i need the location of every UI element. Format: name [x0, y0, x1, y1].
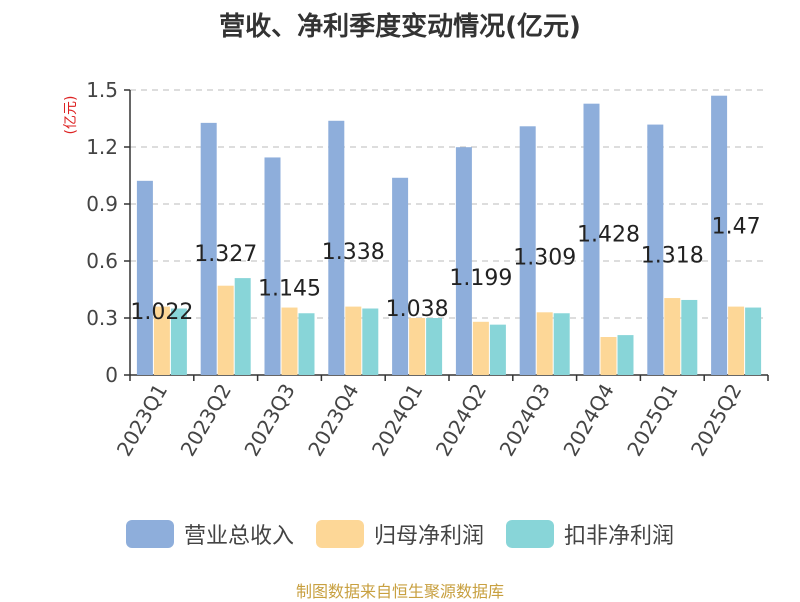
- bar-revenue: [136, 180, 153, 375]
- bar-revenue: [711, 95, 728, 375]
- bar-net-profit: [664, 298, 681, 375]
- data-label: 1.338: [322, 240, 385, 265]
- x-tick-label: 2024Q4: [558, 380, 618, 461]
- bar-deducted-net-profit: [553, 313, 570, 375]
- legend-label-revenue: 营业总收入: [183, 524, 294, 549]
- x-tick-label: 2024Q2: [431, 380, 491, 461]
- bar-revenue: [264, 157, 281, 375]
- bar-deducted-net-profit: [681, 299, 698, 375]
- bar-revenue: [328, 120, 345, 375]
- bar-net-profit: [600, 337, 617, 375]
- data-label: 1.199: [449, 266, 512, 291]
- x-tick-label: 2023Q1: [112, 380, 172, 461]
- data-label: 1.145: [258, 276, 321, 301]
- y-tick-label: 0.9: [86, 192, 118, 216]
- bar-deducted-net-profit: [298, 313, 315, 375]
- bar-net-profit: [153, 306, 170, 375]
- legend: 营业总收入 归母净利润 扣非净利润: [0, 518, 800, 550]
- legend-swatch-revenue: [125, 520, 174, 548]
- bar-deducted-net-profit: [234, 278, 251, 375]
- x-tick-label: 2024Q1: [367, 380, 427, 461]
- bar-revenue: [647, 124, 664, 375]
- data-label: 1.47: [712, 215, 761, 240]
- y-tick-label: 0.3: [86, 306, 118, 330]
- legend-item-deducted-net-profit[interactable]: 扣非净利润: [506, 518, 674, 550]
- bar-deducted-net-profit: [617, 335, 634, 375]
- x-tick-label: 2023Q2: [176, 380, 236, 461]
- bar-revenue: [200, 122, 217, 376]
- bar-revenue: [392, 177, 409, 375]
- data-label: 1.022: [130, 300, 193, 325]
- y-tick-label: 1.5: [86, 78, 118, 102]
- data-source-note: 制图数据来自恒生聚源数据库: [295, 582, 504, 601]
- bar-deducted-net-profit: [489, 324, 506, 375]
- legend-item-net-profit[interactable]: 归母净利润: [315, 518, 484, 550]
- bar-net-profit: [345, 306, 362, 375]
- bar-net-profit: [728, 306, 745, 375]
- legend-swatch-net-profit: [315, 520, 364, 548]
- data-label: 1.309: [513, 245, 576, 270]
- bar-net-profit: [217, 285, 234, 375]
- y-tick-label: 1.2: [86, 135, 118, 159]
- bar-deducted-net-profit: [362, 308, 379, 375]
- bar-deducted-net-profit: [745, 307, 762, 375]
- x-tick-label: 2023Q4: [303, 380, 363, 461]
- data-label: 1.318: [641, 244, 704, 269]
- bar-deducted-net-profit: [170, 308, 187, 375]
- bar-net-profit: [281, 307, 298, 375]
- y-axis-title: (亿元): [63, 96, 79, 135]
- legend-label-deducted-net-profit: 扣非净利润: [564, 524, 675, 549]
- data-label: 1.038: [386, 297, 449, 322]
- data-label: 1.428: [577, 223, 640, 248]
- bar-net-profit: [472, 321, 489, 375]
- y-tick-label: 0: [105, 363, 118, 387]
- bar-deducted-net-profit: [426, 318, 443, 375]
- bar-revenue: [583, 103, 600, 376]
- legend-swatch-deducted-net-profit: [506, 520, 554, 548]
- bar-net-profit: [409, 318, 426, 375]
- x-tick-label: 2025Q1: [622, 380, 682, 461]
- legend-item-revenue[interactable]: 营业总收入: [125, 518, 294, 550]
- y-tick-label: 0.6: [86, 249, 118, 273]
- bar-net-profit: [536, 312, 553, 375]
- bar-revenue: [519, 126, 536, 375]
- bar-chart: (亿元) 0 0.3 0.6 0.9 1.2 1.5 1.022 2023Q1 1.327 2023…: [63, 78, 769, 461]
- x-tick-label: 2024Q3: [495, 380, 555, 461]
- x-tick-label: 2025Q2: [686, 380, 746, 461]
- x-tick-label: 2023Q3: [239, 380, 299, 461]
- bar-revenue: [455, 147, 472, 375]
- legend-label-net-profit: 归母净利润: [373, 524, 484, 549]
- chart-title: 营收、净利季度变动情况(亿元): [219, 12, 581, 42]
- data-label: 1.327: [194, 242, 257, 267]
